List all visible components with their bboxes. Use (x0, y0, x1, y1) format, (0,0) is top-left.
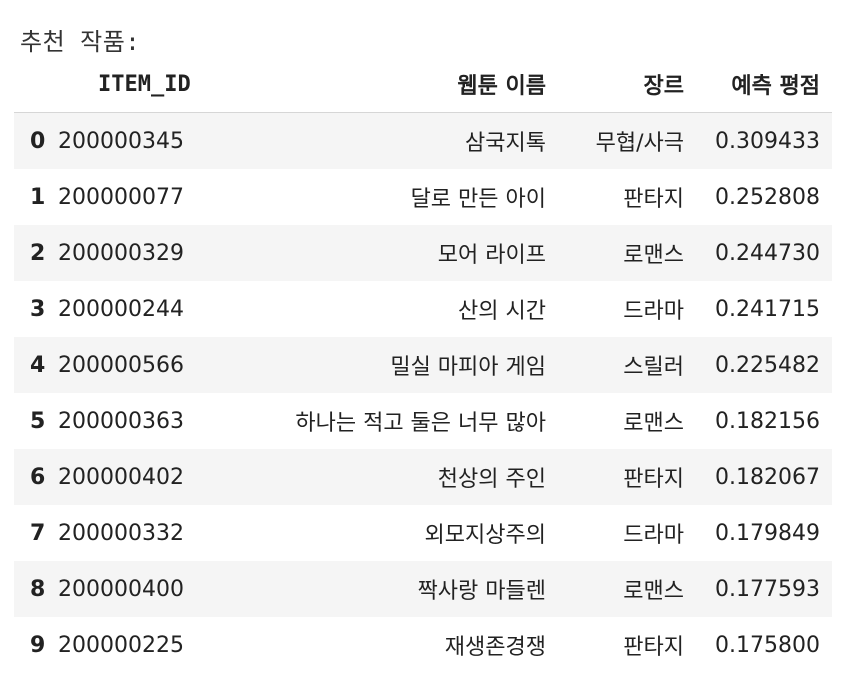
dataframe-table: ITEM_ID 웹툰 이름 장르 예측 평점 0 200000345 삼국지톡 무협/… (14, 56, 832, 673)
genre-cell: 로맨스 (623, 243, 684, 268)
predicted-score-cell: 0.179849 (715, 520, 820, 546)
item-id-cell: 200000225 (58, 632, 184, 658)
genre-cell: 로맨스 (623, 411, 684, 436)
webtoon-title-cell: 달로 만든 아이 (410, 187, 546, 212)
row-index: 8 (30, 576, 46, 602)
genre-cell: 판타지 (623, 635, 684, 660)
webtoon-title-cell: 천상의 주인 (437, 467, 546, 492)
genre-cell: 로맨스 (623, 579, 684, 604)
genre-cell: 판타지 (623, 187, 684, 212)
table-row: 8 200000400 짝사랑 마들렌 로맨스 0.177593 (14, 561, 832, 617)
webtoon-title-cell: 삼국지톡 (465, 131, 546, 156)
item-id-cell: 200000244 (58, 296, 184, 322)
header-row: ITEM_ID 웹툰 이름 장르 예측 평점 (14, 56, 832, 113)
row-index: 5 (30, 408, 46, 434)
row-index: 6 (30, 464, 46, 490)
row-index: 9 (30, 632, 46, 658)
row-index: 2 (30, 240, 46, 266)
column-header-genre: 장르 (546, 56, 684, 113)
column-header-score: 예측 평점 (684, 56, 832, 113)
predicted-score-cell: 0.309433 (715, 128, 820, 154)
table-row: 9 200000225 재생존경쟁 판타지 0.175800 (14, 617, 832, 673)
row-index: 3 (30, 296, 46, 322)
predicted-score-cell: 0.182156 (715, 408, 820, 434)
item-id-cell: 200000077 (58, 184, 184, 210)
webtoon-title-cell: 밀실 마피아 게임 (390, 355, 546, 380)
webtoon-title-cell: 모어 라이프 (437, 243, 546, 268)
predicted-score-cell: 0.244730 (715, 240, 820, 266)
genre-cell: 드라마 (623, 523, 684, 548)
item-id-cell: 200000400 (58, 576, 184, 602)
item-id-cell: 200000402 (58, 464, 184, 490)
predicted-score-cell: 0.225482 (715, 352, 820, 378)
table-row: 0 200000345 삼국지톡 무협/사극 0.309433 (14, 112, 832, 169)
item-id-cell: 200000329 (58, 240, 184, 266)
column-header-item-id: ITEM_ID (14, 56, 208, 113)
table-row: 6 200000402 천상의 주인 판타지 0.182067 (14, 449, 832, 505)
table-row: 3 200000244 산의 시간 드라마 0.241715 (14, 281, 832, 337)
predicted-score-cell: 0.177593 (715, 576, 820, 602)
webtoon-title-cell: 외모지상주의 (424, 523, 546, 548)
table-row: 1 200000077 달로 만든 아이 판타지 0.252808 (14, 169, 832, 225)
predicted-score-cell: 0.182067 (715, 464, 820, 490)
item-id-cell: 200000345 (58, 128, 184, 154)
table-row: 2 200000329 모어 라이프 로맨스 0.244730 (14, 225, 832, 281)
webtoon-title-cell: 짝사랑 마들렌 (417, 579, 546, 604)
table-header: ITEM_ID 웹툰 이름 장르 예측 평점 (14, 56, 832, 113)
table-row: 4 200000566 밀실 마피아 게임 스릴러 0.225482 (14, 337, 832, 393)
webtoon-title-cell: 재생존경쟁 (444, 635, 546, 660)
table-row: 7 200000332 외모지상주의 드라마 0.179849 (14, 505, 832, 561)
item-id-cell: 200000566 (58, 352, 184, 378)
webtoon-title-cell: 하나는 적고 둘은 너무 많아 (295, 411, 546, 436)
row-index: 0 (30, 128, 46, 154)
predicted-score-cell: 0.252808 (715, 184, 820, 210)
table-row: 5 200000363 하나는 적고 둘은 너무 많아 로맨스 0.182156 (14, 393, 832, 449)
genre-cell: 판타지 (623, 467, 684, 492)
item-id-cell: 200000332 (58, 520, 184, 546)
column-header-title: 웹툰 이름 (208, 56, 546, 113)
row-index: 4 (30, 352, 46, 378)
predicted-score-cell: 0.241715 (715, 296, 820, 322)
webtoon-title-cell: 산의 시간 (458, 299, 546, 324)
genre-cell: 무협/사극 (595, 131, 684, 156)
genre-cell: 스릴러 (623, 355, 684, 380)
item-id-cell: 200000363 (58, 408, 184, 434)
row-index: 7 (30, 520, 46, 546)
table-body: 0 200000345 삼국지톡 무협/사극 0.309433 1 200000077 달로 … (14, 112, 832, 673)
output-label: 추천 작품: (20, 28, 141, 56)
genre-cell: 드라마 (623, 299, 684, 324)
row-index: 1 (30, 184, 46, 210)
predicted-score-cell: 0.175800 (715, 632, 820, 658)
